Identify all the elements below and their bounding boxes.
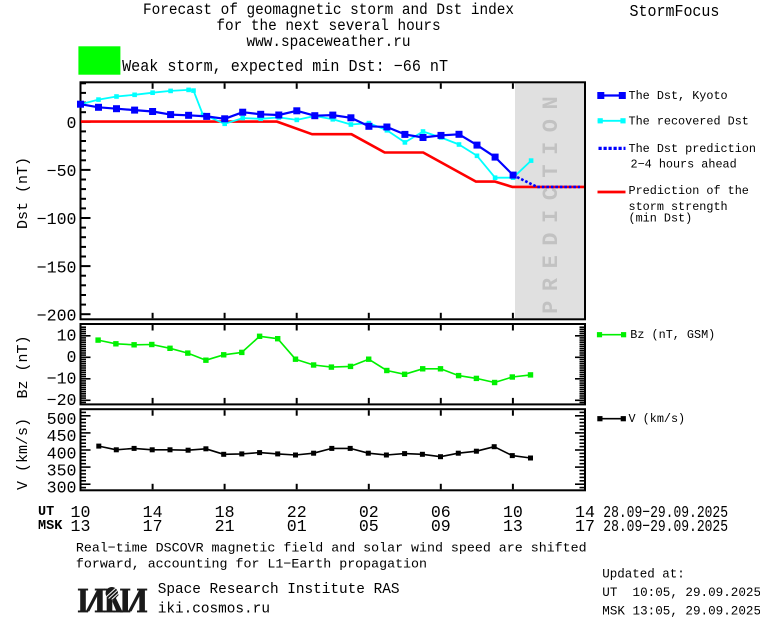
svg-text:MSK 13:05, 29.09.2025: MSK 13:05, 29.09.2025 xyxy=(602,605,760,619)
svg-text:storm strength: storm strength xyxy=(629,200,728,214)
svg-text:21: 21 xyxy=(215,517,235,536)
svg-text:PREDICTION: PREDICTION xyxy=(539,87,564,314)
svg-text:−150: −150 xyxy=(37,258,77,277)
svg-text:350: 350 xyxy=(47,461,77,480)
svg-text:The recovered Dst: The recovered Dst xyxy=(629,114,749,128)
svg-text:Forecast of geomagnetic storm: Forecast of geomagnetic storm and Dst in… xyxy=(143,0,514,19)
svg-text:Updated at:: Updated at: xyxy=(602,567,685,581)
svg-text:13: 13 xyxy=(503,517,523,536)
svg-text:−200: −200 xyxy=(37,306,77,325)
svg-text:forward, accounting for L1−Ear: forward, accounting for L1−Earth propaga… xyxy=(76,556,427,571)
svg-text:−20: −20 xyxy=(47,391,77,410)
svg-text:Space Research Institute RAS: Space Research Institute RAS xyxy=(158,582,400,598)
svg-text:10: 10 xyxy=(57,327,77,346)
svg-text:V (km/s): V (km/s) xyxy=(629,412,686,426)
svg-text:10: 10 xyxy=(503,503,523,522)
svg-text:−100: −100 xyxy=(37,210,77,229)
svg-text:17: 17 xyxy=(575,517,595,536)
svg-text:01: 01 xyxy=(287,517,307,536)
svg-text:−10: −10 xyxy=(47,370,77,389)
svg-text:Real−time DSCOVR magnetic fiel: Real−time DSCOVR magnetic field and sola… xyxy=(76,540,587,555)
svg-text:MSK: MSK xyxy=(38,519,63,534)
svg-text:17: 17 xyxy=(143,517,163,536)
svg-text:Bz (nT): Bz (nT) xyxy=(15,335,32,398)
svg-text:for the next several hours: for the next several hours xyxy=(216,16,440,35)
svg-text:UT: UT xyxy=(38,505,54,520)
svg-text:0: 0 xyxy=(67,114,77,133)
svg-text:300: 300 xyxy=(47,479,77,498)
svg-text:02: 02 xyxy=(359,503,379,522)
svg-text:450: 450 xyxy=(47,427,77,446)
svg-text:(min Dst): (min Dst) xyxy=(629,212,693,226)
svg-text:09: 09 xyxy=(431,517,451,536)
svg-text:Dst (nT): Dst (nT) xyxy=(15,157,32,229)
svg-text:iki.cosmos.ru: iki.cosmos.ru xyxy=(158,601,270,617)
svg-text:400: 400 xyxy=(47,444,77,463)
svg-text:0: 0 xyxy=(67,348,77,367)
svg-text:2−4 hours ahead: 2−4 hours ahead xyxy=(631,158,737,172)
svg-text:UT 10:05, 29.09.2025: UT 10:05, 29.09.2025 xyxy=(602,586,760,600)
svg-text:Bz (nT, GSM): Bz (nT, GSM) xyxy=(630,328,715,342)
svg-text:13: 13 xyxy=(71,517,91,536)
svg-text:10: 10 xyxy=(71,503,91,522)
svg-text:18: 18 xyxy=(215,503,235,522)
svg-text:500: 500 xyxy=(47,410,77,429)
svg-text:The Dst, Kyoto: The Dst, Kyoto xyxy=(629,89,728,103)
svg-text:14: 14 xyxy=(143,503,163,522)
svg-text:www.spaceweather.ru: www.spaceweather.ru xyxy=(247,32,411,51)
svg-text:Weak storm, expected min Dst:: Weak storm, expected min Dst: −66 nT xyxy=(122,57,448,76)
svg-text:V (km/s): V (km/s) xyxy=(15,418,32,490)
svg-text:−50: −50 xyxy=(47,162,77,181)
svg-text:Prediction of the: Prediction of the xyxy=(629,184,749,198)
svg-text:14: 14 xyxy=(575,503,595,522)
svg-text:The Dst prediction: The Dst prediction xyxy=(629,142,756,156)
svg-text:28.09−29.09.2025: 28.09−29.09.2025 xyxy=(603,516,728,536)
svg-text:06: 06 xyxy=(431,503,451,522)
svg-text:22: 22 xyxy=(287,503,307,522)
svg-text:28.09−29.09.2025: 28.09−29.09.2025 xyxy=(603,502,728,522)
svg-text:StormFocus: StormFocus xyxy=(630,2,720,21)
svg-text:05: 05 xyxy=(359,517,379,536)
